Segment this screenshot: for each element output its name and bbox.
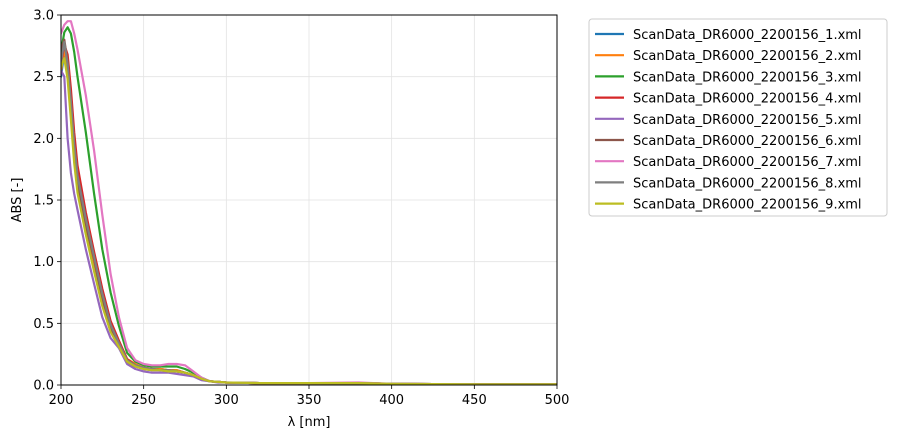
x-tick-label: 300 [214, 393, 239, 408]
legend-label-9: ScanData_DR6000_2200156_9.xml [633, 198, 862, 213]
series-lines [61, 20, 557, 385]
legend-label-1: ScanData_DR6000_2200156_1.xml [633, 28, 862, 43]
x-tick-label: 350 [297, 393, 322, 408]
legend-label-3: ScanData_DR6000_2200156_3.xml [633, 70, 862, 85]
legend-frame [588, 18, 888, 217]
y-tick-label: 3.0 [33, 9, 54, 24]
legend-label-2: ScanData_DR6000_2200156_2.xml [633, 49, 862, 64]
x-tick-label: 250 [131, 393, 156, 408]
y-tick-label: 0.5 [33, 317, 54, 332]
x-tick-label: 500 [545, 393, 570, 408]
series-line-9 [61, 57, 557, 385]
y-tick-label: 1.0 [33, 255, 54, 270]
y-tick-label: 2.5 [33, 70, 54, 85]
y-axis: 0.0 0.5 1.0 1.5 2.0 2.5 3.0 [33, 9, 61, 394]
legend-label-6: ScanData_DR6000_2200156_6.xml [633, 134, 862, 149]
y-tick-label: 0.0 [33, 379, 54, 394]
x-tick-label: 450 [462, 393, 487, 408]
legend-label-5: ScanData_DR6000_2200156_5.xml [633, 113, 862, 128]
x-axis-label: λ [nm] [288, 415, 331, 430]
legend-label-7: ScanData_DR6000_2200156_7.xml [633, 155, 862, 170]
x-tick-label: 200 [49, 393, 74, 408]
y-axis-label: ABS [-] [10, 178, 25, 223]
legend-label-4: ScanData_DR6000_2200156_4.xml [633, 92, 862, 107]
x-tick-label: 400 [379, 393, 404, 408]
y-tick-label: 1.5 [33, 194, 54, 209]
legend-label-8: ScanData_DR6000_2200156_8.xml [633, 176, 862, 191]
x-axis: 200 250 300 350 400 450 500 [49, 385, 570, 408]
y-tick-label: 2.0 [33, 132, 54, 147]
legend: ScanData_DR6000_2200156_1.xml ScanData_DR… [588, 18, 888, 217]
